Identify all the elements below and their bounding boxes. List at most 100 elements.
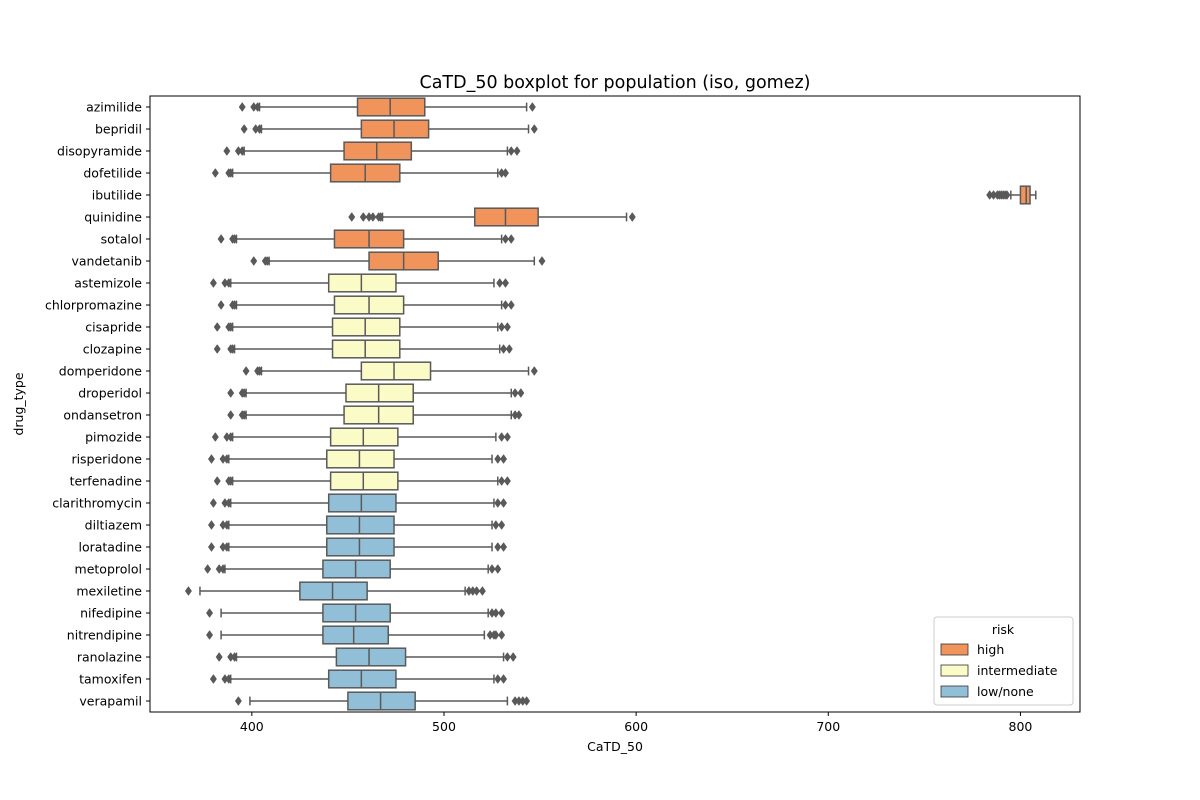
outlier-point bbox=[213, 344, 221, 354]
outlier-point bbox=[478, 586, 486, 596]
outlier-point bbox=[494, 674, 502, 684]
outlier-point bbox=[530, 124, 538, 134]
outlier-point bbox=[227, 388, 235, 398]
box-ranolazine bbox=[215, 647, 517, 667]
outlier-point bbox=[227, 322, 235, 332]
box-bepridil bbox=[240, 119, 538, 139]
outlier-point bbox=[528, 102, 536, 112]
outlier-point bbox=[207, 542, 215, 552]
box-iqr bbox=[356, 97, 426, 117]
box-iqr bbox=[331, 339, 401, 359]
outlier-point bbox=[492, 608, 500, 618]
outlier-point bbox=[263, 256, 271, 266]
box-disopyramide bbox=[223, 141, 521, 161]
outlier-point bbox=[219, 564, 227, 574]
outlier-point bbox=[227, 168, 235, 178]
box-mexiletine bbox=[184, 581, 486, 601]
outlier-point bbox=[503, 322, 511, 332]
box-astemizole bbox=[209, 273, 509, 293]
y-tick-label: vandetanib bbox=[72, 254, 143, 269]
outlier-point bbox=[223, 520, 231, 530]
outlier-point bbox=[250, 256, 258, 266]
box-iqr bbox=[322, 603, 391, 623]
outlier-point bbox=[227, 410, 235, 420]
legend-label: intermediate bbox=[977, 663, 1058, 678]
outlier-point bbox=[498, 322, 506, 332]
y-tick-label: bepridil bbox=[95, 122, 142, 137]
outlier-point bbox=[517, 388, 525, 398]
box-ibutilide bbox=[986, 185, 1037, 205]
outlier-point bbox=[494, 542, 502, 552]
y-tick-label: domperidone bbox=[59, 364, 143, 379]
y-tick-label: clozapine bbox=[83, 342, 143, 357]
outlier-point bbox=[223, 454, 231, 464]
x-axis: 400 500 600 700 800 bbox=[240, 712, 1033, 734]
outlier-point bbox=[501, 300, 509, 310]
y-tick-label: nifedipine bbox=[80, 606, 142, 621]
outlier-point bbox=[231, 234, 239, 244]
outlier-point bbox=[223, 146, 231, 156]
outlier-point bbox=[217, 300, 225, 310]
outlier-point bbox=[509, 652, 517, 662]
outlier-point bbox=[215, 652, 223, 662]
box-clarithromycin bbox=[209, 493, 508, 513]
outlier-point bbox=[209, 498, 217, 508]
y-tick-label: droperidol bbox=[78, 386, 142, 401]
outlier-point bbox=[242, 366, 250, 376]
outlier-point bbox=[500, 674, 508, 684]
outlier-point bbox=[207, 454, 215, 464]
box-nifedipine bbox=[206, 603, 506, 623]
x-tick-label: 700 bbox=[816, 719, 840, 734]
outlier-point bbox=[225, 498, 233, 508]
box-iqr bbox=[327, 669, 397, 689]
y-tick-label: pimozide bbox=[85, 430, 142, 445]
outlier-point bbox=[498, 520, 506, 530]
legend: risk high intermediate low/none bbox=[933, 616, 1074, 706]
outlier-point bbox=[223, 542, 231, 552]
box-iqr bbox=[322, 625, 390, 645]
outlier-point bbox=[503, 476, 511, 486]
outlier-point bbox=[498, 432, 506, 442]
y-tick-label: astemizole bbox=[74, 276, 142, 291]
outlier-point bbox=[503, 652, 511, 662]
outlier-point bbox=[498, 630, 506, 640]
box-ondansetron bbox=[227, 405, 523, 425]
box-droperidol bbox=[227, 383, 525, 403]
outlier-point bbox=[494, 564, 502, 574]
outlier-point bbox=[511, 388, 519, 398]
outlier-point bbox=[225, 278, 233, 288]
y-axis-label: drug_type bbox=[11, 372, 26, 435]
outlier-point bbox=[204, 564, 212, 574]
box-verapamil bbox=[234, 691, 531, 711]
outlier-point bbox=[500, 542, 508, 552]
outlier-point bbox=[227, 476, 235, 486]
outlier-point bbox=[515, 410, 523, 420]
outlier-point bbox=[507, 234, 515, 244]
y-tick-label: loratadine bbox=[78, 540, 142, 555]
plot-area bbox=[184, 97, 1037, 711]
box-diltiazem bbox=[207, 515, 506, 535]
chart-title: CaTD_50 boxplot for population (iso, gom… bbox=[419, 73, 810, 93]
x-tick-label: 800 bbox=[1009, 719, 1033, 734]
box-azimilide bbox=[238, 97, 536, 117]
legend-frame bbox=[933, 616, 1074, 706]
y-tick-label: metoprolol bbox=[75, 562, 142, 577]
outlier-point bbox=[254, 102, 262, 112]
outlier-point bbox=[492, 630, 500, 640]
outlier-point bbox=[523, 696, 531, 706]
legend-title: risk bbox=[992, 622, 1015, 637]
box-iqr bbox=[360, 119, 430, 139]
box-domperidone bbox=[242, 361, 538, 381]
outlier-point bbox=[1003, 190, 1011, 200]
outlier-point bbox=[211, 168, 219, 178]
outlier-point bbox=[538, 256, 546, 266]
outlier-point bbox=[211, 432, 219, 442]
outlier-point bbox=[231, 300, 239, 310]
box-iqr bbox=[322, 559, 391, 579]
box-iqr bbox=[347, 691, 416, 711]
y-tick-label: terfenadine bbox=[70, 474, 143, 489]
outlier-point bbox=[501, 234, 509, 244]
x-tick-label: 500 bbox=[432, 719, 456, 734]
outlier-point bbox=[213, 322, 221, 332]
box-iqr bbox=[329, 427, 399, 447]
